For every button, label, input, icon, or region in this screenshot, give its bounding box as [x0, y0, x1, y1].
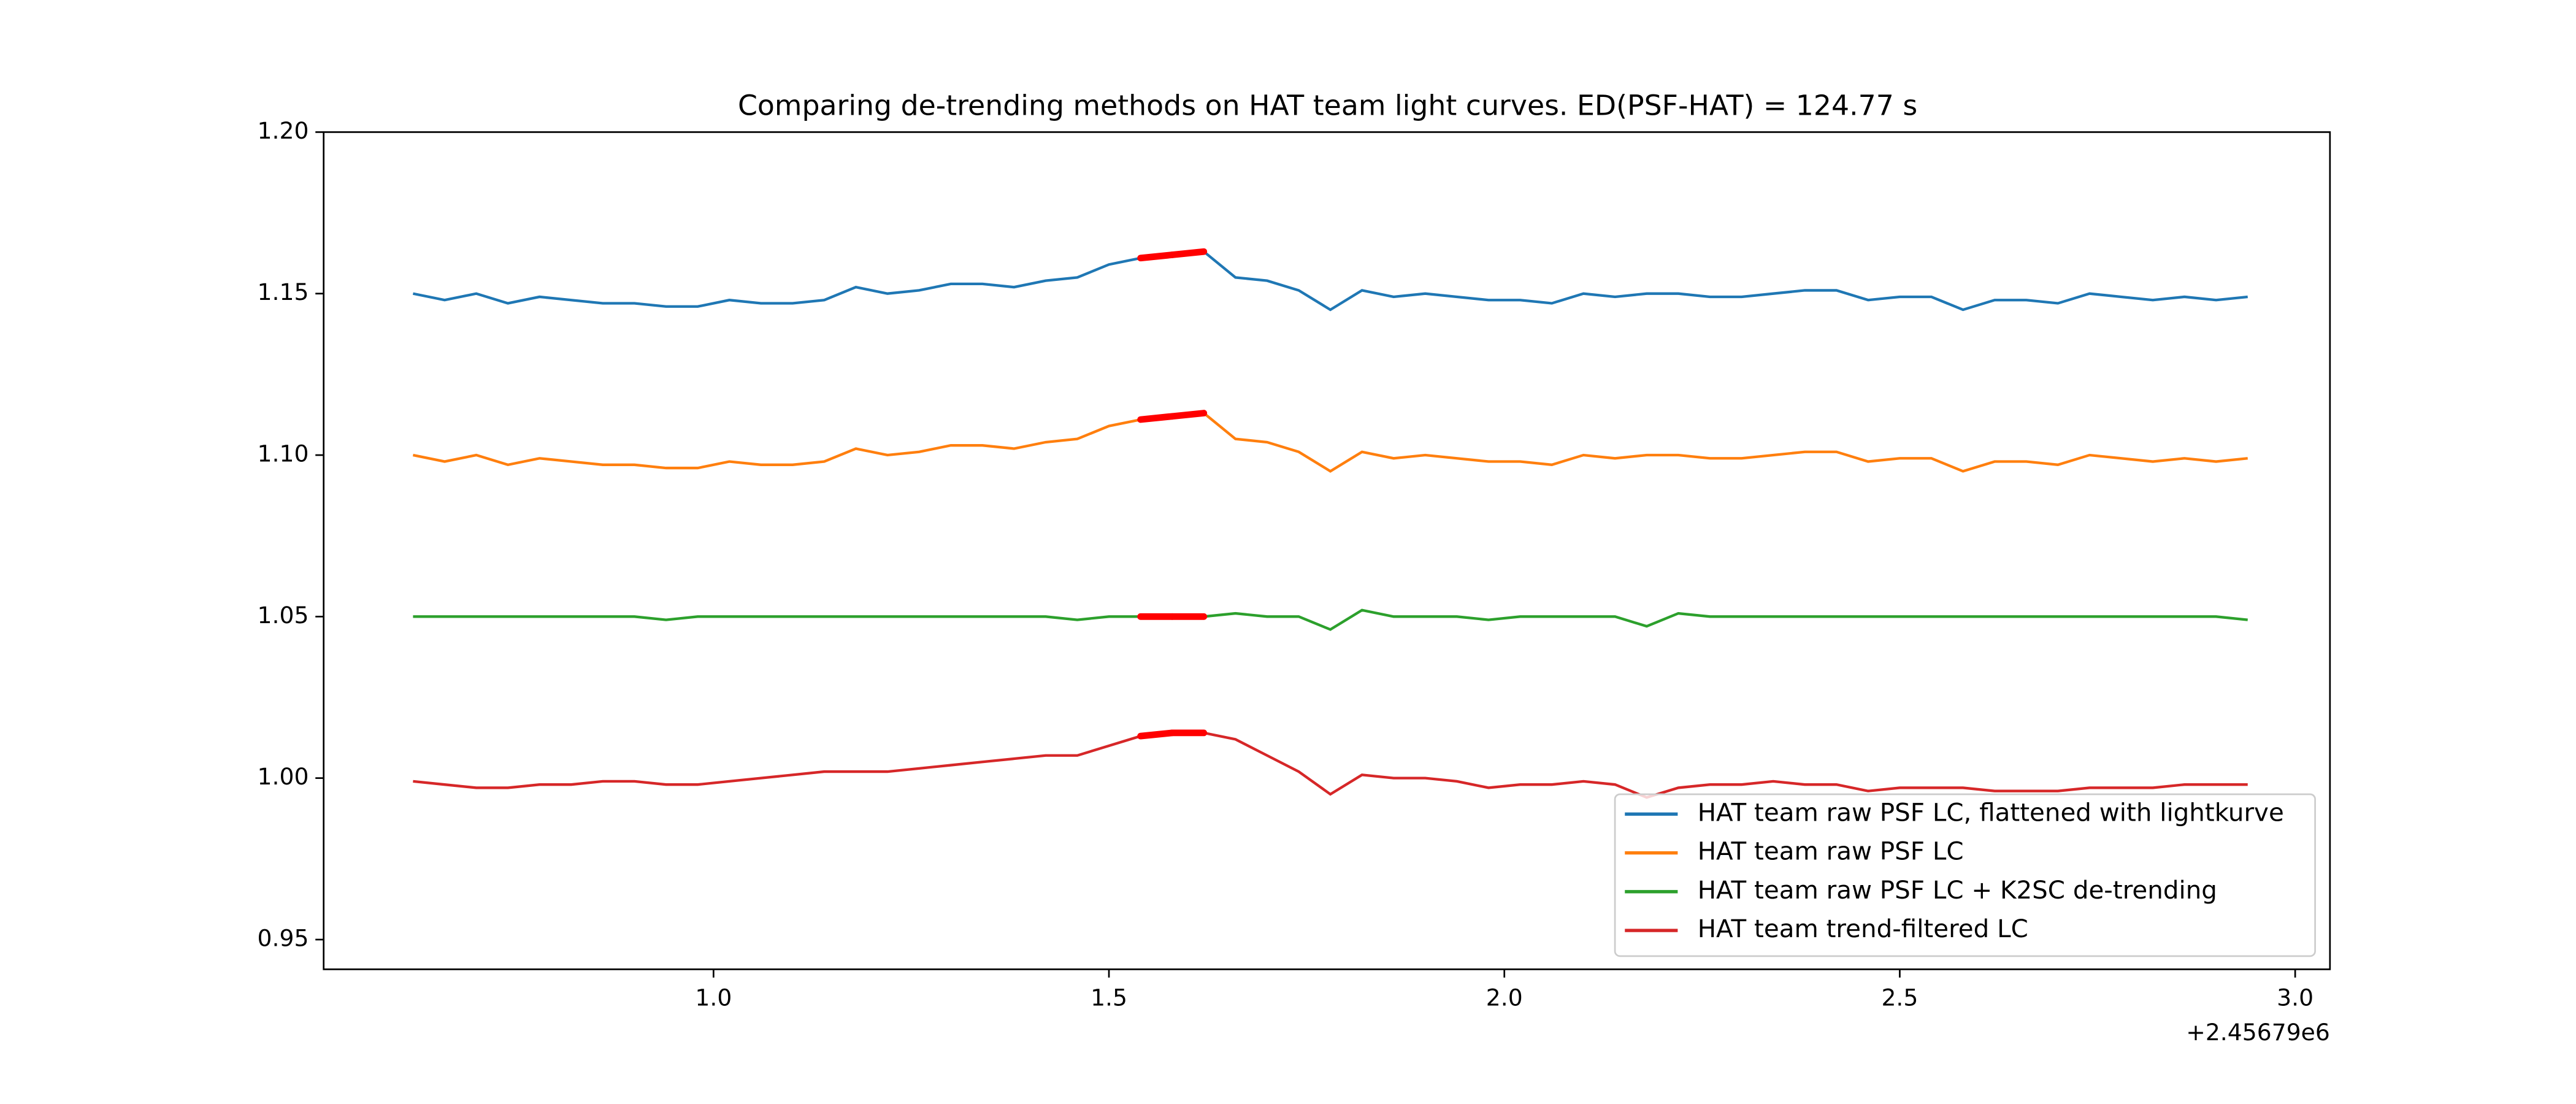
- legend-label: HAT team raw PSF LC: [1698, 837, 1964, 866]
- legend: HAT team raw PSF LC, flattened with ligh…: [1614, 793, 2316, 957]
- legend-label: HAT team raw PSF LC, flattened with ligh…: [1698, 798, 2284, 827]
- chart-title: Comparing de-trending methods on HAT tea…: [738, 90, 1917, 122]
- highlight-segment: [1137, 413, 1176, 423]
- series-line: [412, 412, 2248, 473]
- y-tick-label: 0.95: [258, 924, 309, 951]
- x-offset-label: +2.45679e6: [2186, 1019, 2330, 1046]
- x-tick-label: 2.0: [1486, 984, 1523, 1011]
- series-line: [413, 608, 2248, 631]
- legend-label: HAT team raw PSF LC + K2SC de-trending: [1698, 876, 2217, 905]
- highlight-segment: [1168, 410, 1208, 420]
- series-line: [413, 731, 2248, 799]
- x-tick-label: 1.5: [1091, 984, 1127, 1011]
- y-tick-label: 1.20: [258, 117, 309, 144]
- x-tick-label: 1.0: [695, 984, 732, 1011]
- highlight-segment: [1168, 248, 1208, 258]
- x-tick-label: 2.5: [1881, 984, 1918, 1011]
- highlight-segment: [1137, 251, 1176, 262]
- y-tick-label: 1.00: [258, 763, 309, 790]
- plot-frame: [323, 131, 2331, 970]
- y-tick-label: 1.05: [258, 602, 309, 629]
- x-tick-label: 3.0: [2277, 984, 2313, 1011]
- y-tick-label: 1.10: [258, 440, 309, 467]
- highlight-segment: [1137, 729, 1176, 740]
- y-tick-label: 1.15: [258, 278, 309, 305]
- series-line: [412, 250, 2248, 312]
- legend-label: HAT team trend-filtered LC: [1698, 914, 2028, 943]
- legend-box: [1614, 793, 2316, 957]
